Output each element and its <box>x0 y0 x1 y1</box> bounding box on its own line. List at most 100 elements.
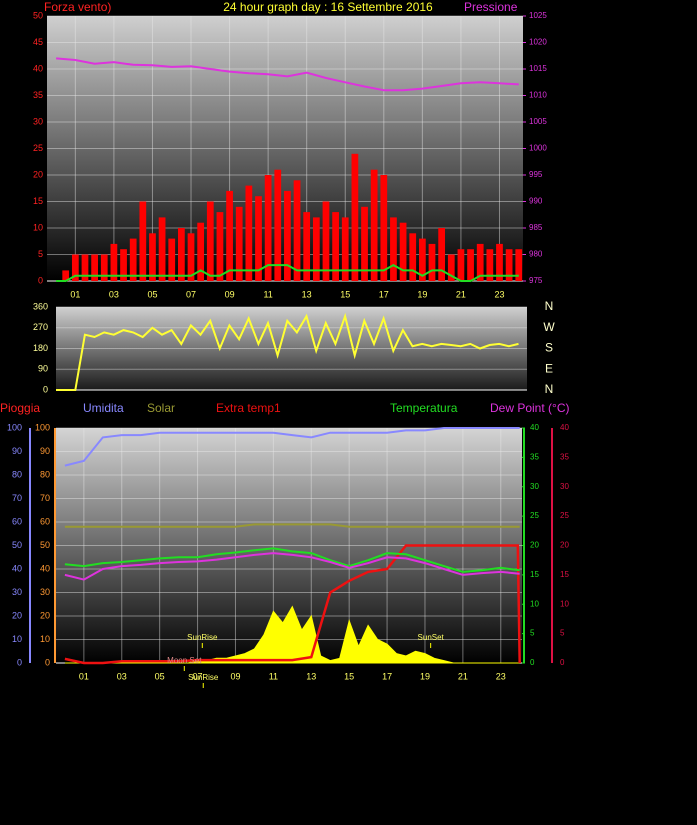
x-tick-label: 19 <box>417 289 427 299</box>
y2-tick-label: 1005 <box>529 117 547 126</box>
y-tick-label: 40 <box>40 563 50 573</box>
y2-tick-label: 25 <box>530 511 539 520</box>
y2-tick-label: 1010 <box>529 91 547 100</box>
bar <box>457 249 465 281</box>
x-tick-label: 23 <box>496 671 506 681</box>
x-tick-label: 03 <box>117 671 127 681</box>
bar <box>303 212 311 281</box>
bar <box>515 249 523 281</box>
bar <box>178 228 185 281</box>
bar <box>206 201 214 281</box>
bar <box>351 153 359 281</box>
compass-label: N <box>545 299 554 313</box>
y-tick-label: 25 <box>33 143 43 153</box>
y2-tick-label: 985 <box>529 223 543 232</box>
y-tick-label: 20 <box>40 610 50 620</box>
y-tick-label: 10 <box>40 634 50 644</box>
bar <box>158 217 166 281</box>
bar <box>341 217 349 281</box>
bar <box>399 222 407 281</box>
bar <box>197 222 205 281</box>
bar <box>332 212 339 281</box>
y2-tick-label: 980 <box>529 250 543 259</box>
x-tick-label: 11 <box>269 671 278 681</box>
legend-label: Umidita <box>83 401 124 415</box>
bar <box>255 196 262 281</box>
y-tick-label: 70 <box>40 493 50 503</box>
legend-label: Solar <box>147 401 175 415</box>
y-tick-label: 360 <box>33 301 48 311</box>
y2-tick-label: 1015 <box>529 64 547 73</box>
y2-tick-label: 15 <box>560 570 569 579</box>
y-tick-label: 10 <box>12 634 22 644</box>
line <box>64 523 520 528</box>
y-tick-label: 45 <box>33 37 43 47</box>
bar <box>380 175 388 281</box>
line <box>56 263 519 282</box>
y-tick-label: 10 <box>33 222 43 232</box>
bar <box>245 185 253 281</box>
y-tick-label: 0 <box>45 657 50 667</box>
bar <box>168 238 176 281</box>
x-tick-label: 19 <box>420 671 430 681</box>
bar <box>476 243 484 281</box>
bar <box>438 228 446 281</box>
x-tick-label: 17 <box>379 289 389 299</box>
x-tick-label: 23 <box>494 289 504 299</box>
compass-label: W <box>543 320 555 334</box>
bar <box>129 238 137 281</box>
y2-tick-label: 0 <box>560 658 565 667</box>
y2-tick-label: 35 <box>530 452 539 461</box>
annotation: SunRise <box>187 633 218 642</box>
compass-label: S <box>545 341 553 355</box>
bar <box>293 180 301 281</box>
area <box>64 605 520 664</box>
x-tick-label: 15 <box>344 671 354 681</box>
bar <box>486 249 494 281</box>
y2-axis-title: Pressione <box>464 0 518 14</box>
y-tick-label: 35 <box>33 90 43 100</box>
y-tick-label: 40 <box>33 63 43 73</box>
y-tick-label: 0 <box>43 384 48 394</box>
y-tick-label: 30 <box>12 587 22 597</box>
bar <box>120 249 127 281</box>
bar <box>139 201 147 281</box>
bar <box>274 169 282 281</box>
x-tick-label: 13 <box>302 289 312 299</box>
bar <box>81 254 89 281</box>
y-tick-label: 5 <box>38 249 43 259</box>
y-tick-label: 50 <box>33 10 43 20</box>
x-tick-label: 15 <box>340 289 350 299</box>
annotation: SunRise <box>188 673 219 682</box>
x-tick-label: 05 <box>155 671 165 681</box>
x-tick-label: 01 <box>70 289 80 299</box>
bar <box>467 249 474 281</box>
y2-tick-label: 20 <box>560 541 569 550</box>
y2-tick-label: 5 <box>560 629 565 638</box>
y-tick-label: 15 <box>33 196 43 206</box>
x-tick-label: 17 <box>382 671 392 681</box>
y2-tick-label: 1020 <box>529 38 547 47</box>
compass-label: E <box>545 361 553 375</box>
x-tick-label: 09 <box>230 671 240 681</box>
y-tick-label: 80 <box>12 469 22 479</box>
bar <box>187 233 195 281</box>
compass-label: N <box>545 382 554 396</box>
y-tick-label: 100 <box>7 422 22 432</box>
y-axis-title: Forza vento) <box>44 0 111 14</box>
y-tick-label: 100 <box>35 422 50 432</box>
x-tick-label: 21 <box>456 289 466 299</box>
y2-tick-label: 15 <box>530 570 539 579</box>
x-tick-label: 09 <box>225 289 235 299</box>
bar <box>390 217 397 281</box>
bar <box>361 206 368 281</box>
y2-tick-label: 20 <box>530 541 539 550</box>
y-tick-label: 90 <box>38 364 48 374</box>
annotation: Moon Set <box>167 656 202 665</box>
bar <box>71 254 79 281</box>
legend-label: Temperatura <box>390 401 458 415</box>
y2-tick-label: 0 <box>530 658 535 667</box>
bar <box>312 217 320 281</box>
legend-label: Dew Point (°C) <box>490 401 569 415</box>
